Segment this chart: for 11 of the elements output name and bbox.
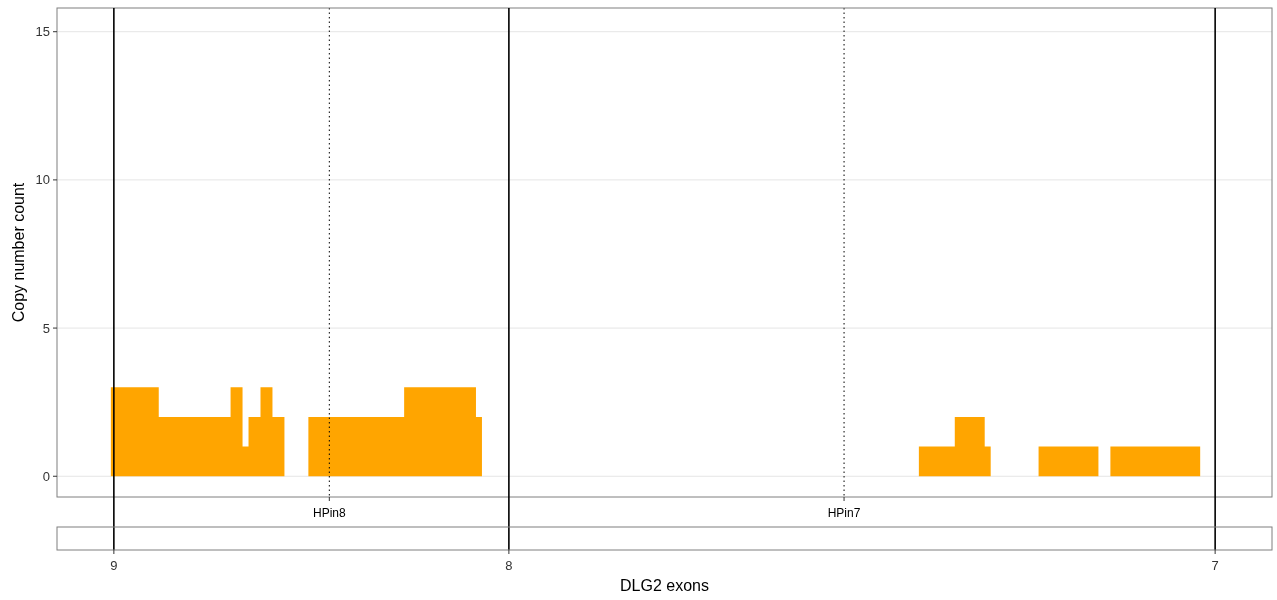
category-label: 9	[110, 558, 118, 573]
x-tick-label: HPin7	[827, 506, 861, 520]
x-tick-label: HPin8	[312, 506, 346, 520]
y-axis-title: Copy number count	[10, 182, 27, 323]
y-tick-label: 10	[35, 172, 50, 188]
y-tick-label: 5	[42, 320, 50, 336]
category-label: 8	[505, 558, 513, 573]
text: DLG2 exons	[620, 577, 709, 594]
category-label: 7	[1211, 558, 1219, 573]
y-tick-label: 0	[42, 468, 50, 484]
y-tick-label: 15	[35, 24, 50, 40]
